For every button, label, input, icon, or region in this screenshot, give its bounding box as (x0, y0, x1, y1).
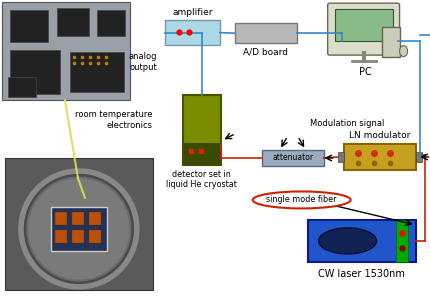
FancyBboxPatch shape (55, 230, 67, 243)
FancyBboxPatch shape (72, 230, 84, 243)
FancyBboxPatch shape (308, 220, 415, 262)
FancyBboxPatch shape (344, 144, 415, 170)
FancyBboxPatch shape (381, 27, 399, 57)
Text: room temperature
electronics: room temperature electronics (75, 110, 153, 130)
FancyBboxPatch shape (5, 158, 153, 290)
Text: Modulation signal: Modulation signal (310, 119, 384, 128)
FancyBboxPatch shape (89, 212, 101, 225)
FancyBboxPatch shape (55, 212, 67, 225)
FancyBboxPatch shape (89, 230, 101, 243)
Text: PC: PC (359, 67, 372, 77)
FancyBboxPatch shape (262, 150, 324, 166)
FancyBboxPatch shape (165, 20, 220, 45)
FancyBboxPatch shape (335, 9, 393, 41)
Text: analog
output: analog output (128, 52, 157, 72)
FancyBboxPatch shape (338, 152, 344, 162)
FancyBboxPatch shape (183, 95, 221, 165)
Circle shape (29, 179, 129, 279)
FancyBboxPatch shape (51, 207, 107, 251)
FancyBboxPatch shape (235, 23, 297, 43)
Text: LN modulator: LN modulator (349, 131, 410, 140)
FancyBboxPatch shape (70, 52, 124, 92)
Text: single mode fiber: single mode fiber (267, 195, 337, 204)
Text: detector set in
liquid He cryostat: detector set in liquid He cryostat (166, 170, 237, 189)
FancyBboxPatch shape (396, 220, 408, 262)
Circle shape (21, 171, 137, 287)
Ellipse shape (399, 46, 408, 57)
FancyBboxPatch shape (57, 8, 89, 36)
Text: A/D board: A/D board (243, 47, 288, 56)
FancyBboxPatch shape (415, 152, 421, 162)
FancyBboxPatch shape (10, 10, 48, 42)
Ellipse shape (253, 191, 350, 208)
FancyBboxPatch shape (10, 50, 60, 94)
FancyBboxPatch shape (2, 2, 130, 100)
Text: amplifier: amplifier (172, 8, 212, 17)
Circle shape (27, 177, 131, 281)
FancyBboxPatch shape (72, 212, 84, 225)
FancyBboxPatch shape (97, 10, 125, 36)
FancyBboxPatch shape (8, 77, 36, 97)
FancyBboxPatch shape (183, 143, 221, 165)
FancyBboxPatch shape (328, 3, 399, 55)
Text: attenuator: attenuator (272, 153, 313, 162)
Text: CW laser 1530nm: CW laser 1530nm (318, 269, 405, 279)
Ellipse shape (319, 228, 377, 254)
